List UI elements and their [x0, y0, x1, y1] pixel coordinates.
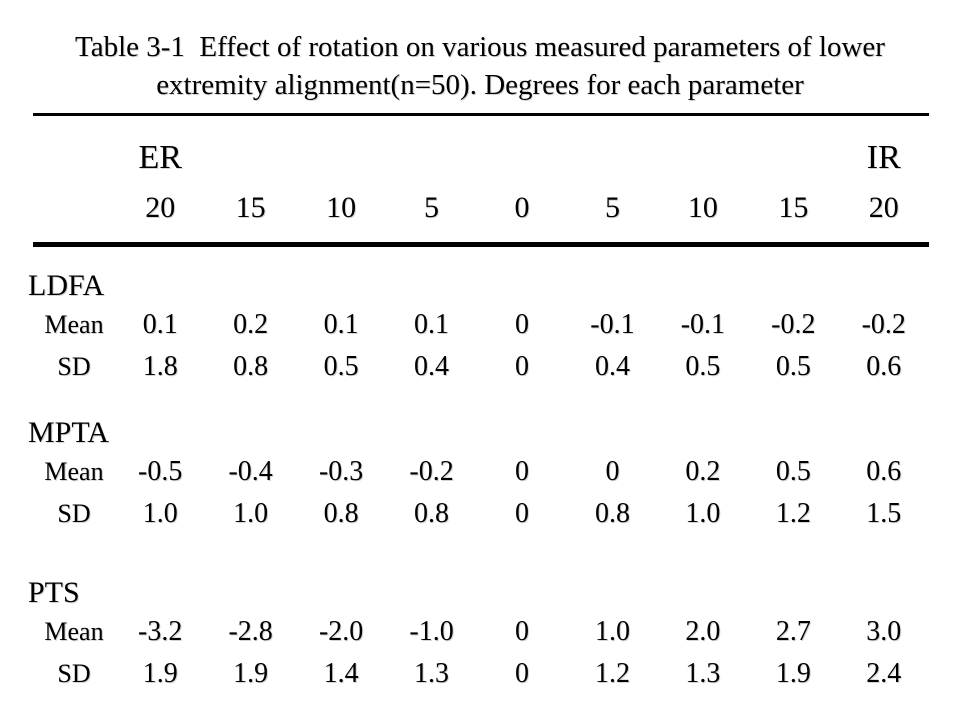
- value-cell: -0.4: [228, 456, 273, 487]
- value-cell: 0.1: [323, 309, 359, 340]
- table-title: Table 3-1 Effect of rotation on various …: [0, 28, 960, 104]
- degrees-header-row: 20 15 10 5 0 5 10 15 20: [33, 186, 929, 230]
- value-cell: -3.2: [138, 616, 183, 647]
- pts-sd-row: SD 1.9 1.9 1.4 1.3 0 1.2 1.3 1.9 2.4: [33, 653, 929, 695]
- value-cell: 0.2: [685, 456, 721, 487]
- value-cell: -2.0: [318, 616, 364, 647]
- value-cell: 0: [605, 456, 620, 487]
- internal-rotation-label: IR: [866, 139, 901, 176]
- parameter-section-pts: PTS Mean -3.2 -2.8 -2.0 -1.0 0 1.0 2.0 2.7 3.0 SD 1.…: [28, 575, 929, 695]
- value-cell: 0: [514, 616, 529, 647]
- value-cell: 1.9: [142, 658, 178, 689]
- degree-col-header: 5: [604, 191, 620, 224]
- value-cell: 1.5: [866, 498, 902, 529]
- value-cell: 0.2: [233, 309, 269, 340]
- parameter-section-mpta: MPTA Mean -0.5 -0.4 -0.3 -0.2 0 0 0.2 0.5 0.6 SD 1.0…: [28, 415, 929, 535]
- value-cell: -0.1: [590, 309, 635, 340]
- value-cell: -2.8: [228, 616, 273, 647]
- row-label: Mean: [44, 457, 104, 486]
- value-cell: -0.3: [318, 456, 364, 487]
- value-cell: 2.0: [685, 616, 721, 647]
- value-cell: 0: [514, 351, 529, 382]
- rotation-direction-row: ER IR: [33, 136, 929, 180]
- degree-col-header: 20: [145, 191, 176, 224]
- value-cell: -0.5: [138, 456, 183, 487]
- value-cell: 2.4: [866, 658, 902, 689]
- table-title-line1: Table 3-1 Effect of rotation on various …: [75, 31, 885, 63]
- value-cell: 0: [514, 309, 529, 340]
- value-cell: -0.1: [680, 309, 726, 340]
- value-cell: -1.0: [409, 616, 454, 647]
- value-cell: 0: [514, 658, 529, 689]
- value-cell: 0.1: [414, 309, 450, 340]
- degree-col-header: 10: [326, 191, 357, 224]
- parameter-name: MPTA: [28, 416, 109, 449]
- value-cell: 1.0: [685, 498, 721, 529]
- row-label: Mean: [44, 310, 104, 339]
- value-cell: 0.4: [594, 351, 630, 382]
- value-cell: 1.4: [323, 658, 359, 689]
- value-cell: -0.2: [409, 456, 454, 487]
- value-cell: 1.2: [775, 498, 811, 529]
- parameter-section-ldfa: LDFA Mean 0.1 0.2 0.1 0.1 0 -0.1 -0.1 -0.2 -0.2 SD 1…: [28, 268, 929, 388]
- top-rule: [33, 113, 929, 116]
- degree-col-header: 10: [687, 191, 718, 224]
- degree-col-header: 5: [424, 191, 440, 224]
- row-label: Mean: [44, 617, 104, 646]
- degree-col-header: 20: [868, 191, 899, 224]
- value-cell: 0.5: [323, 351, 359, 382]
- value-cell: 0.5: [775, 351, 811, 382]
- header-rule: [33, 242, 929, 247]
- degree-col-header: 15: [778, 191, 809, 224]
- value-cell: 3.0: [866, 616, 902, 647]
- value-cell: 0.5: [775, 456, 811, 487]
- ldfa-sd-row: SD 1.8 0.8 0.5 0.4 0 0.4 0.5 0.5 0.6: [33, 346, 929, 388]
- value-cell: -0.2: [771, 309, 816, 340]
- degree-col-header: 0: [514, 191, 530, 224]
- value-cell: 1.0: [594, 616, 630, 647]
- value-cell: 1.8: [142, 351, 178, 382]
- row-label: SD: [57, 499, 91, 528]
- mpta-sd-row: SD 1.0 1.0 0.8 0.8 0 0.8 1.0 1.2 1.5: [33, 493, 929, 535]
- value-cell: 0.8: [323, 498, 359, 529]
- value-cell: 1.9: [233, 658, 269, 689]
- value-cell: 0.6: [866, 456, 902, 487]
- value-cell: 0.8: [233, 351, 269, 382]
- value-cell: 0: [514, 456, 529, 487]
- value-cell: 2.7: [775, 616, 811, 647]
- parameter-name: PTS: [28, 576, 80, 609]
- value-cell: 0.6: [866, 351, 902, 382]
- value-cell: 1.3: [685, 658, 721, 689]
- degree-col-header: 15: [235, 191, 266, 224]
- value-cell: 1.2: [594, 658, 630, 689]
- value-cell: 0: [514, 498, 529, 529]
- pts-mean-row: Mean -3.2 -2.8 -2.0 -1.0 0 1.0 2.0 2.7 3.0: [33, 611, 929, 653]
- table-title-line2: extremity alignment(n=50). Degrees for e…: [156, 69, 804, 101]
- value-cell: 1.0: [142, 498, 178, 529]
- row-label: SD: [57, 352, 91, 381]
- mpta-mean-row: Mean -0.5 -0.4 -0.3 -0.2 0 0 0.2 0.5 0.6: [33, 451, 929, 493]
- ldfa-mean-row: Mean 0.1 0.2 0.1 0.1 0 -0.1 -0.1 -0.2 -0.2: [33, 304, 929, 346]
- value-cell: 0.1: [142, 309, 178, 340]
- external-rotation-label: ER: [138, 139, 182, 176]
- value-cell: 1.9: [775, 658, 811, 689]
- value-cell: -0.2: [861, 309, 906, 340]
- value-cell: 0.8: [414, 498, 450, 529]
- value-cell: 1.0: [233, 498, 269, 529]
- value-cell: 0.4: [414, 351, 450, 382]
- parameter-name: LDFA: [28, 269, 105, 302]
- row-label: SD: [57, 659, 91, 688]
- value-cell: 0.8: [594, 498, 630, 529]
- value-cell: 0.5: [685, 351, 721, 382]
- value-cell: 1.3: [414, 658, 450, 689]
